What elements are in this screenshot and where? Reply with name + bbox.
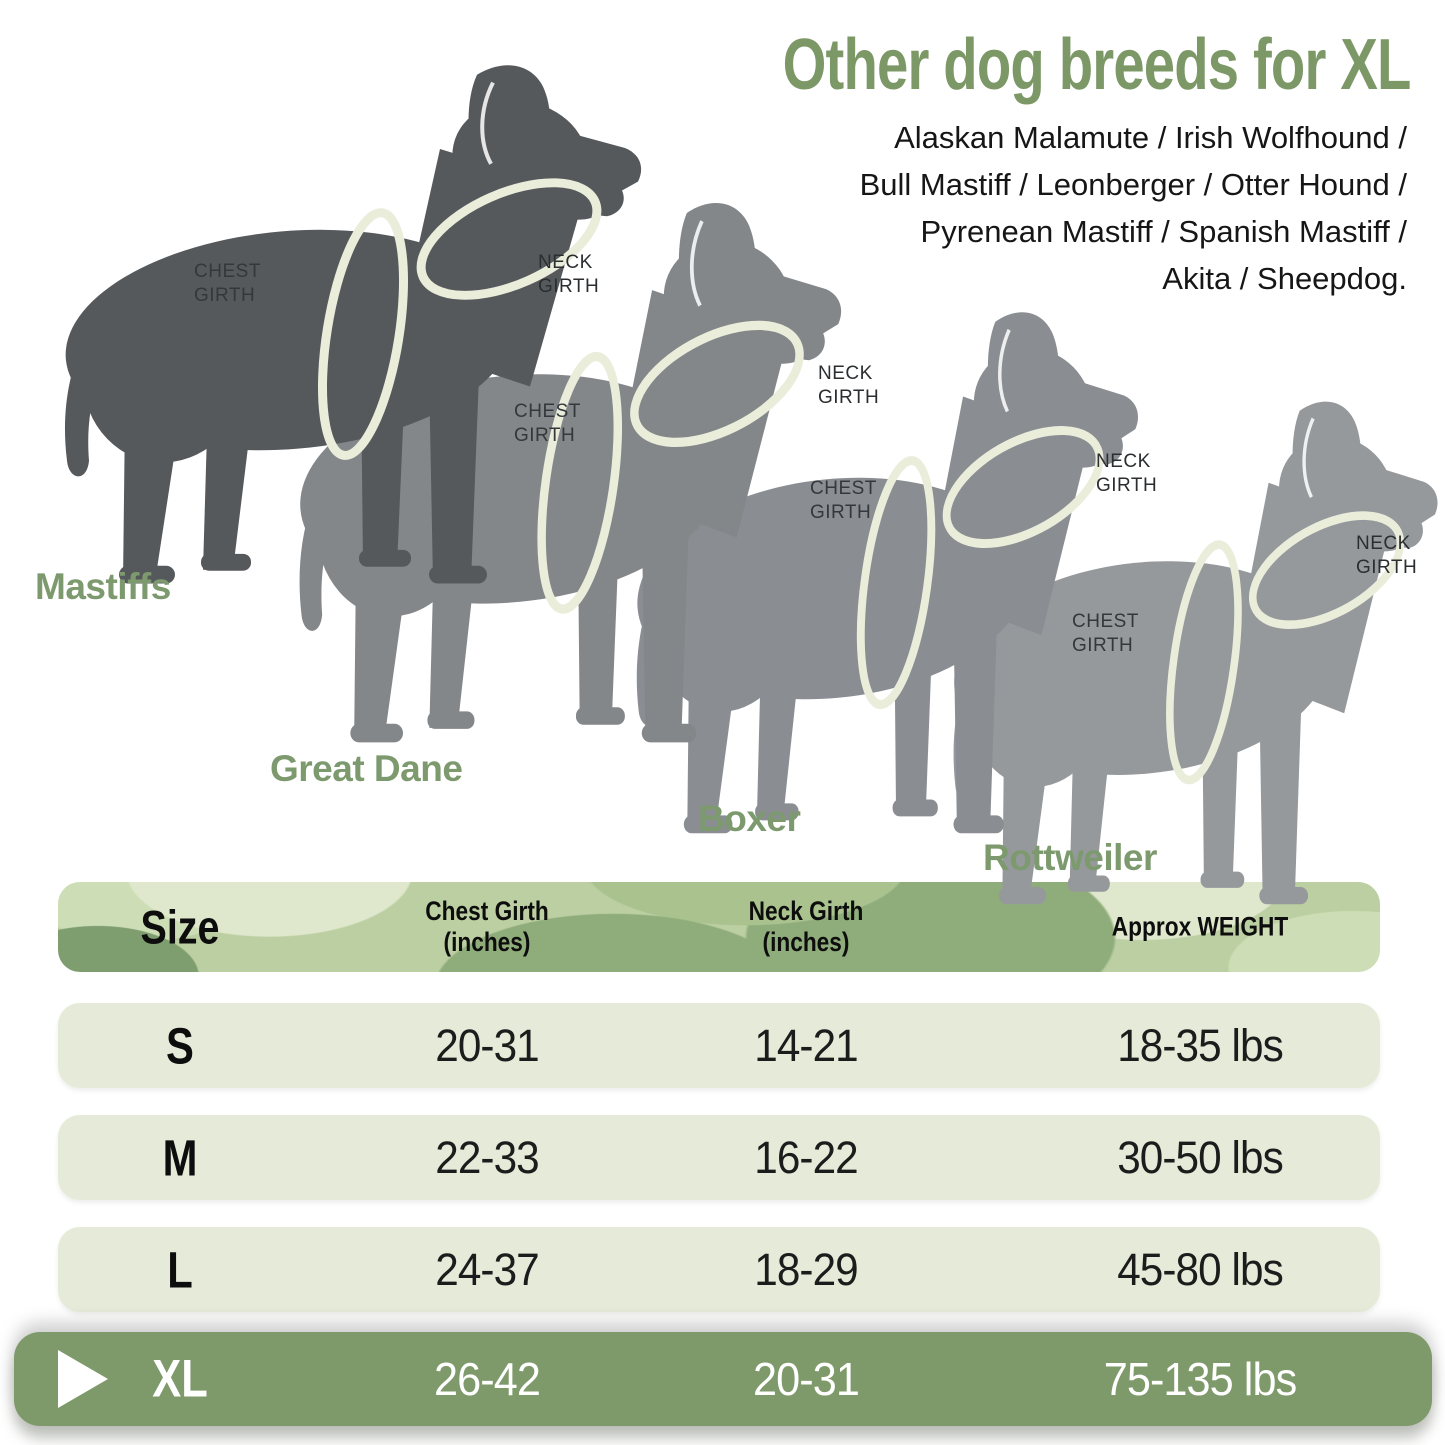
breed-list-line: Bull Mastiff / Leonberger / Otter Hound … xyxy=(859,167,1407,202)
chest-girth-label-boxer: CHEST GIRTH xyxy=(810,478,877,523)
size-row-xl-highlighted: XL 26-42 20-31 75-135 lbs xyxy=(14,1332,1432,1426)
cell-chest-girth: 22-33 xyxy=(435,1131,539,1183)
size-row-s: S 20-31 14-21 18-35 lbs xyxy=(58,1003,1380,1088)
breed-list-line: Pyrenean Mastiff / Spanish Mastiff / xyxy=(920,214,1407,249)
chest-girth-label-rottweiler: CHEST GIRTH xyxy=(1072,611,1139,656)
cell-size: M xyxy=(162,1129,198,1186)
cell-size: S xyxy=(166,1017,194,1074)
cell-size: L xyxy=(167,1241,193,1298)
breed-label-rottweiler: Rottweiler xyxy=(983,837,1157,878)
cell-weight: 30-50 lbs xyxy=(1117,1131,1283,1183)
cell-weight: 45-80 lbs xyxy=(1117,1243,1283,1295)
neck-girth-label-great-dane: NECK GIRTH xyxy=(818,363,880,408)
breed-label-mastiffs: Mastiffs xyxy=(35,566,171,607)
size-row-l: L 24-37 18-29 45-80 lbs xyxy=(58,1227,1380,1312)
neck-girth-label-rottweiler: NECK GIRTH xyxy=(1356,533,1418,578)
breed-list-line: Akita / Sheepdog. xyxy=(1162,261,1407,296)
cell-weight: 18-35 lbs xyxy=(1117,1019,1283,1071)
page-title: Other dog breeds for XL xyxy=(663,23,1412,105)
size-row-m: M 22-33 16-22 30-50 lbs xyxy=(58,1115,1380,1200)
selected-size-arrow-icon xyxy=(58,1350,108,1408)
page-title-text: Other dog breeds for XL xyxy=(783,23,1412,105)
cell-neck-girth: 20-31 xyxy=(753,1353,860,1405)
header-chest-girth: Chest Girth (inches) xyxy=(425,896,549,957)
breed-label-boxer: Boxer xyxy=(698,798,801,839)
header-size: Size xyxy=(140,900,220,954)
breed-label-great-dane: Great Dane xyxy=(270,748,463,789)
cell-weight: 75-135 lbs xyxy=(1103,1353,1297,1405)
cell-neck-girth: 16-22 xyxy=(754,1131,858,1183)
cell-chest-girth: 26-42 xyxy=(434,1353,541,1405)
cell-chest-girth: 20-31 xyxy=(435,1019,539,1071)
neck-girth-label-mastiff: NECK GIRTH xyxy=(538,252,600,297)
size-table-header: Size Chest Girth (inches) Neck Girth (inch… xyxy=(58,882,1380,972)
chest-girth-label-mastiff: CHEST GIRTH xyxy=(194,261,261,306)
breed-list: Alaskan Malamute / Irish Wolfhound / Bul… xyxy=(860,114,1407,302)
neck-girth-label-boxer: NECK GIRTH xyxy=(1096,451,1158,496)
cell-neck-girth: 18-29 xyxy=(754,1243,858,1295)
breed-list-line: Alaskan Malamute / Irish Wolfhound / xyxy=(894,120,1407,155)
chest-girth-label-great-dane: CHEST GIRTH xyxy=(514,401,581,446)
header-neck-girth: Neck Girth (inches) xyxy=(748,896,864,957)
cell-size: XL xyxy=(152,1349,208,1409)
header-approx-weight: Approx WEIGHT xyxy=(1111,911,1289,942)
cell-neck-girth: 14-21 xyxy=(754,1019,858,1071)
cell-chest-girth: 24-37 xyxy=(435,1243,539,1295)
